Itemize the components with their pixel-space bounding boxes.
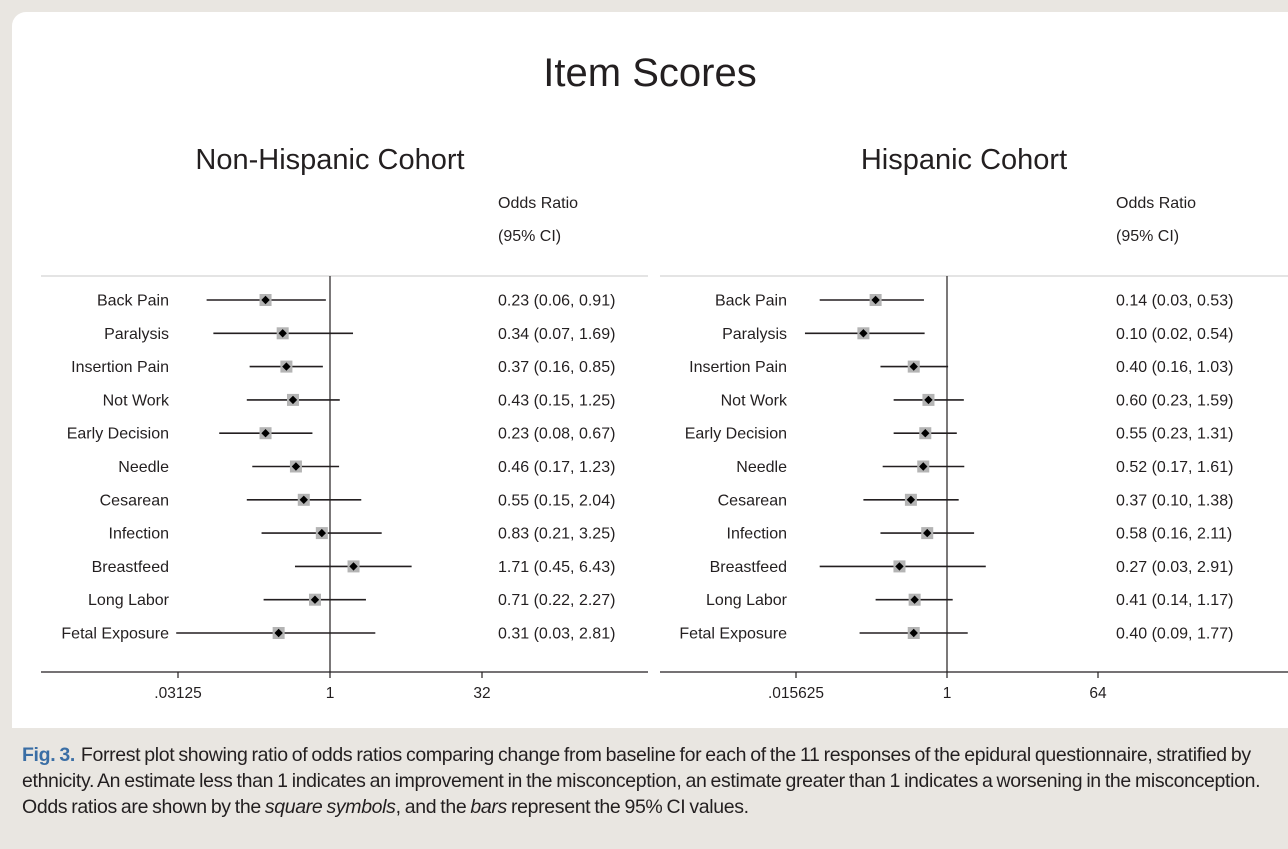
row-label-hispanic-2: Insertion Pain (689, 359, 787, 376)
x-tick-label-hispanic-2: 64 (1089, 685, 1107, 702)
or-ci-text-nonhispanic-0: 0.23 (0.06, 0.91) (498, 293, 615, 310)
column-header-line2-hispanic: (95% CI) (1116, 228, 1179, 245)
or-point-nonhispanic-6 (299, 495, 308, 504)
or-point-nonhispanic-8 (349, 562, 358, 571)
chart-panel: Item Scores Non-Hispanic Cohort Odds Ratio… (12, 12, 1288, 728)
or-point-nonhispanic-10 (274, 628, 283, 638)
row-label-hispanic-10: Fetal Exposure (679, 626, 787, 643)
figure-frame: Item Scores Non-Hispanic Cohort Odds Ratio… (12, 12, 1288, 849)
caption-figure-label: Fig. 3. (22, 744, 75, 766)
or-ci-text-hispanic-3: 0.60 (0.23, 1.59) (1116, 392, 1233, 409)
or-ci-text-hispanic-0: 0.14 (0.03, 0.53) (1116, 293, 1233, 310)
or-ci-text-hispanic-5: 0.52 (0.17, 1.61) (1116, 459, 1233, 476)
or-ci-text-hispanic-1: 0.10 (0.02, 0.54) (1116, 326, 1233, 343)
row-label-hispanic-1: Paralysis (722, 326, 787, 343)
x-tick-label-nonhispanic-0: .03125 (154, 685, 201, 702)
or-point-hispanic-9 (910, 595, 919, 604)
chart-title: Item Scores (543, 51, 756, 95)
or-point-hispanic-6 (906, 495, 916, 504)
x-tick-label-nonhispanic-2: 32 (473, 685, 490, 702)
or-point-nonhispanic-4 (261, 429, 270, 438)
or-ci-text-nonhispanic-6: 0.55 (0.15, 2.04) (498, 492, 615, 509)
caption-text-3: represent the 95% CI values. (506, 796, 749, 818)
or-point-hispanic-4 (921, 429, 930, 438)
or-point-hispanic-10 (909, 628, 918, 638)
row-label-hispanic-3: Not Work (721, 392, 788, 409)
or-ci-text-hispanic-6: 0.37 (0.10, 1.38) (1116, 492, 1233, 509)
forest-plot: Item Scores Non-Hispanic Cohort Odds Ratio… (41, 51, 1288, 702)
or-point-hispanic-2 (909, 362, 918, 371)
or-ci-text-hispanic-4: 0.55 (0.23, 1.31) (1116, 426, 1233, 443)
row-label-hispanic-4: Early Decision (685, 426, 787, 443)
or-ci-text-hispanic-10: 0.40 (0.09, 1.77) (1116, 626, 1233, 643)
column-header-line1-nonhispanic: Odds Ratio (498, 195, 578, 212)
row-label-hispanic-6: Cesarean (718, 492, 787, 509)
row-label-nonhispanic-1: Paralysis (104, 326, 169, 343)
or-point-nonhispanic-9 (310, 595, 320, 604)
row-label-hispanic-9: Long Labor (706, 592, 788, 609)
or-point-hispanic-3 (924, 395, 933, 405)
row-label-nonhispanic-8: Breastfeed (92, 559, 169, 576)
row-label-nonhispanic-0: Back Pain (97, 293, 169, 310)
or-point-hispanic-1 (859, 329, 868, 338)
or-point-nonhispanic-3 (288, 395, 298, 405)
or-point-nonhispanic-1 (278, 329, 287, 338)
row-label-hispanic-7: Infection (727, 526, 787, 543)
x-tick-label-hispanic-0: .015625 (768, 685, 824, 702)
or-point-nonhispanic-7 (317, 528, 327, 538)
row-label-hispanic-8: Breastfeed (710, 559, 787, 576)
or-ci-text-nonhispanic-7: 0.83 (0.21, 3.25) (498, 526, 615, 543)
or-ci-text-hispanic-7: 0.58 (0.16, 2.11) (1116, 526, 1232, 543)
or-ci-text-nonhispanic-3: 0.43 (0.15, 1.25) (498, 392, 615, 409)
figure-caption: Fig. 3. Forrest plot showing ratio of odd… (22, 742, 1284, 820)
caption-text-2: , and the (395, 796, 471, 818)
or-ci-text-nonhispanic-1: 0.34 (0.07, 1.69) (498, 326, 615, 343)
column-header-line2-nonhispanic: (95% CI) (498, 228, 561, 245)
caption-italic-1: square symbols (264, 796, 396, 818)
or-point-nonhispanic-0 (261, 295, 270, 305)
caption-text-1: Forrest plot showing ratio of odds ratio… (22, 744, 1261, 818)
row-label-nonhispanic-9: Long Labor (88, 592, 170, 609)
or-ci-text-nonhispanic-4: 0.23 (0.08, 0.67) (498, 426, 615, 443)
or-ci-text-nonhispanic-5: 0.46 (0.17, 1.23) (498, 459, 615, 476)
or-point-hispanic-7 (923, 528, 932, 538)
or-point-nonhispanic-2 (282, 362, 291, 371)
x-tick-label-hispanic-1: 1 (943, 685, 952, 702)
caption-italic-2: bars (470, 796, 507, 818)
or-ci-text-hispanic-9: 0.41 (0.14, 1.17) (1116, 592, 1233, 609)
x-tick-label-nonhispanic-1: 1 (326, 685, 335, 702)
or-ci-text-nonhispanic-2: 0.37 (0.16, 0.85) (498, 359, 615, 376)
column-header-line1-hispanic: Odds Ratio (1116, 195, 1196, 212)
row-label-hispanic-0: Back Pain (715, 293, 787, 310)
or-ci-text-nonhispanic-10: 0.31 (0.03, 2.81) (498, 626, 615, 643)
row-label-nonhispanic-10: Fetal Exposure (61, 626, 169, 643)
row-label-nonhispanic-7: Infection (109, 526, 169, 543)
row-label-nonhispanic-4: Early Decision (67, 426, 169, 443)
or-ci-text-hispanic-8: 0.27 (0.03, 2.91) (1116, 559, 1233, 576)
or-point-hispanic-0 (871, 295, 880, 305)
row-label-nonhispanic-5: Needle (118, 459, 169, 476)
or-point-hispanic-5 (919, 462, 928, 471)
row-label-nonhispanic-3: Not Work (103, 392, 170, 409)
panel-subtitle-hispanic: Hispanic Cohort (861, 144, 1067, 176)
or-point-nonhispanic-5 (291, 462, 301, 471)
or-ci-text-nonhispanic-9: 0.71 (0.22, 2.27) (498, 592, 615, 609)
row-label-hispanic-5: Needle (736, 459, 787, 476)
or-ci-text-hispanic-2: 0.40 (0.16, 1.03) (1116, 359, 1233, 376)
panel-subtitle-nonhispanic: Non-Hispanic Cohort (195, 144, 464, 176)
or-ci-text-nonhispanic-8: 1.71 (0.45, 6.43) (498, 559, 615, 576)
row-label-nonhispanic-2: Insertion Pain (71, 359, 169, 376)
row-label-nonhispanic-6: Cesarean (100, 492, 169, 509)
or-point-hispanic-8 (895, 562, 904, 571)
